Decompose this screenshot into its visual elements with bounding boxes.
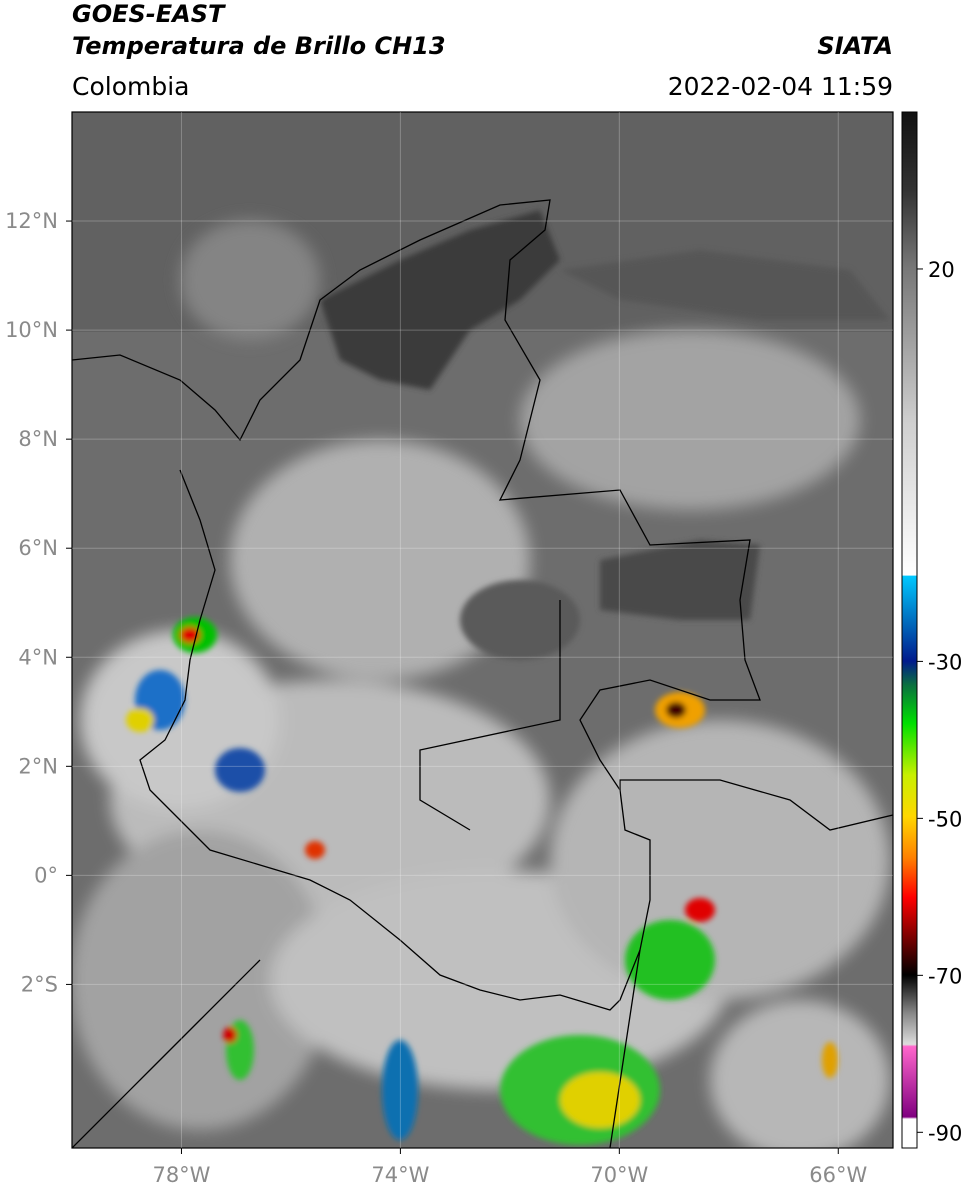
x-tick-label: 66°W [809,1163,867,1187]
ticks: 78°W 74°W 70°W 66°W 12°N 10°N 8°N 6°N 4°N 2°N 0° 2°… [5,112,962,1187]
y-tick-label: 2°S [21,972,58,996]
y-tick-label: 6°N [18,536,58,560]
satellite-image [72,112,893,1148]
region: Colombia [72,72,189,101]
x-tick-label: 74°W [371,1163,429,1187]
y-tick-label: 0° [34,863,58,887]
map-frame [71,111,894,1149]
subtitle: Temperatura de Brillo CH13 [72,32,446,60]
title: GOES-EAST [72,0,226,28]
y-tick-label: 8°N [18,427,58,451]
y-tick-label: 2°N [18,754,58,778]
colorbar-tick-label: 20 [928,258,955,282]
colorbar-tick-label: -90 [928,1121,962,1145]
y-tick-label: 4°N [18,645,58,669]
timestamp: 2022-02-04 11:59 [668,72,893,101]
y-tick-label: 10°N [5,318,58,342]
colorbar-tick-label: -30 [928,650,962,674]
x-tick-label: 70°W [590,1163,648,1187]
source: SIATA [817,32,893,60]
colorbar-tick-label: -50 [928,807,962,831]
colorbar [901,111,918,1149]
y-tick-label: 12°N [5,209,58,233]
colorbar-tick-label: -70 [928,964,962,988]
x-tick-label: 78°W [152,1163,210,1187]
